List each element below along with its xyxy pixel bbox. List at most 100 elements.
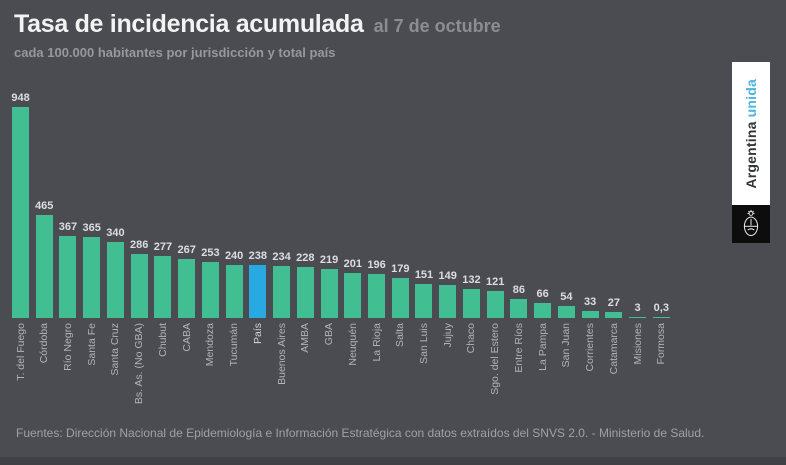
bar-column: 365 Santa Fe (82, 88, 101, 423)
bar-area: 149 (439, 88, 457, 318)
x-axis-label-area: Chubut (157, 323, 169, 423)
bar-value-label: 27 (607, 297, 620, 309)
x-axis-label: Neuquén (346, 323, 359, 366)
x-axis-label: Entre Ríos (512, 323, 525, 373)
bar-value-label: 234 (272, 251, 291, 263)
bar (178, 259, 196, 318)
x-axis-label: Corrientes (584, 323, 597, 372)
x-axis-label-area: La Rioja (371, 323, 383, 423)
bar-column: 465 Córdoba (35, 88, 53, 423)
bar (83, 237, 101, 318)
x-axis-label: La Rioja (370, 323, 383, 362)
bar-column: 151 San Luis (415, 88, 433, 423)
x-axis-label: Sgo. del Estero (489, 323, 502, 395)
bar-area: 367 (59, 88, 77, 318)
bar-area: 121 (486, 88, 504, 318)
bar-area: 86 (510, 88, 528, 318)
bar (557, 306, 575, 318)
bar-column: 54 San Juan (557, 88, 575, 423)
bar-columns: 948 T. del Fuego 465 Córdoba 367 Río Negro 365… (11, 88, 670, 423)
bar-column: 66 La Pampa (534, 88, 552, 423)
x-axis-label-area: Bs. As. (No GBA) (133, 323, 145, 423)
bar (462, 289, 480, 318)
x-axis-label-area: Santa Cruz (109, 323, 121, 423)
x-axis-label-area: Tucumán (228, 323, 240, 423)
x-axis-label-area: GBA (323, 323, 335, 423)
page-title: Tasa de incidencia acumulada (14, 10, 364, 38)
x-axis-label: Formosa (655, 323, 668, 365)
bar-area: 948 (11, 88, 30, 318)
brand-space (743, 117, 759, 121)
bar-area: 179 (391, 88, 409, 318)
argentina-coat-of-arms-icon (743, 209, 759, 236)
x-axis-label: Buenos Aires (275, 323, 288, 385)
bar (391, 278, 409, 318)
title-date-note: al 7 de octubre (373, 16, 501, 36)
brand-unida: unida (743, 78, 759, 118)
title-row: Tasa de incidencia acumulada al 7 de octu… (14, 10, 501, 39)
x-axis-label: Catamarca (607, 323, 620, 375)
bar-value-label: 196 (367, 259, 386, 271)
bar-area: 151 (415, 88, 433, 318)
bar-area: 267 (177, 88, 196, 318)
bar-area: 196 (367, 88, 386, 318)
bar-value-label: 179 (391, 263, 410, 275)
brand-argentina: Argentina (743, 121, 759, 189)
banner-text: Argentina unida (743, 79, 759, 189)
bar-value-label: 238 (248, 250, 268, 262)
x-axis-label: Mendoza (204, 323, 217, 367)
bar-value-label: 219 (319, 254, 339, 266)
bar (106, 242, 124, 318)
x-axis-label-area: San Luis (418, 323, 430, 423)
bar-column: 234 Buenos Aires (272, 88, 291, 423)
bar-value-label: 253 (201, 247, 220, 259)
bar (130, 254, 148, 318)
bar (510, 299, 528, 318)
x-axis-label: T. del Fuego (14, 323, 27, 381)
bar-value-label: 121 (486, 276, 505, 288)
bar (296, 267, 314, 318)
bar-area: 286 (130, 88, 148, 318)
bar-column: 277 Chubut (154, 88, 172, 423)
x-axis-label: Río Negro (61, 323, 74, 371)
argentina-unida-banner: Argentina unida (732, 62, 770, 205)
x-axis-label-area: La Pampa (537, 323, 549, 423)
x-axis-label-area: CABA (181, 323, 193, 423)
bar-column: 238 País (248, 88, 268, 423)
bar (320, 269, 338, 318)
x-axis-label: Misiones (631, 323, 644, 365)
bar-area: 234 (272, 88, 291, 318)
bar (12, 107, 29, 318)
bar-column: 27 Catamarca (605, 88, 623, 423)
bar (439, 285, 457, 318)
bar-value-label: 286 (130, 239, 149, 251)
bar-value-label: 0,3 (653, 302, 669, 314)
x-axis-label: Tucumán (228, 323, 241, 367)
bar-value-label: 240 (224, 250, 244, 262)
x-axis-label: Salta (394, 323, 407, 347)
chart-header: Tasa de incidencia acumulada al 7 de octu… (14, 10, 501, 60)
bar-column: 33 Corrientes (581, 88, 599, 423)
bar-area: 240 (225, 88, 243, 318)
bar-area: 201 (344, 88, 362, 318)
x-axis-label: La Pampa (536, 323, 549, 371)
x-axis-label-area: Chaco (465, 323, 477, 423)
bar-column: 228 AMBA (296, 88, 315, 423)
x-axis-label: País (251, 323, 264, 345)
bar-area: 3 (629, 88, 647, 318)
bar-area: 253 (201, 88, 220, 318)
x-axis-label-area: Formosa (655, 323, 667, 423)
bar-column: 149 Jujuy (439, 88, 457, 423)
x-axis-label-area: Santa Fe (86, 323, 98, 423)
bar-value-label: 151 (414, 269, 434, 281)
bar-value-label: 365 (82, 222, 101, 234)
source-note: Fuentes: Dirección Nacional de Epidemiol… (16, 426, 705, 440)
bar-area: 228 (296, 88, 315, 318)
bar-value-label: 201 (343, 258, 362, 270)
bar (225, 265, 243, 318)
bar-column: 240 Tucumán (225, 88, 243, 423)
x-axis-label: Santa Cruz (109, 323, 122, 376)
x-axis-label: San Juan (560, 323, 573, 368)
bar-column: 286 Bs. As. (No GBA) (130, 88, 148, 423)
